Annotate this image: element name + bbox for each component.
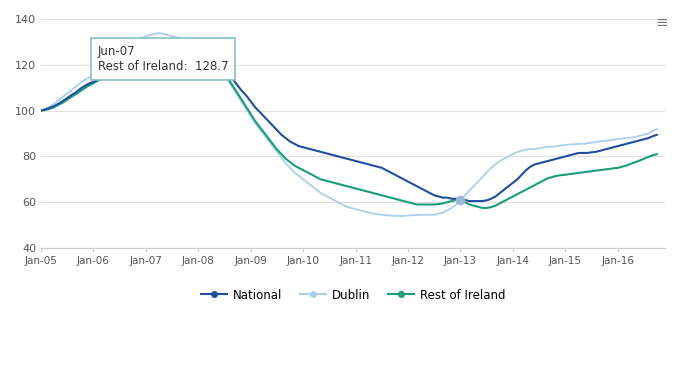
- Text: ≡: ≡: [656, 15, 668, 30]
- Text: Jun-07
Rest of Ireland:  128.7: Jun-07 Rest of Ireland: 128.7: [98, 45, 228, 73]
- Legend: National, Dublin, Rest of Ireland: National, Dublin, Rest of Ireland: [196, 284, 510, 306]
